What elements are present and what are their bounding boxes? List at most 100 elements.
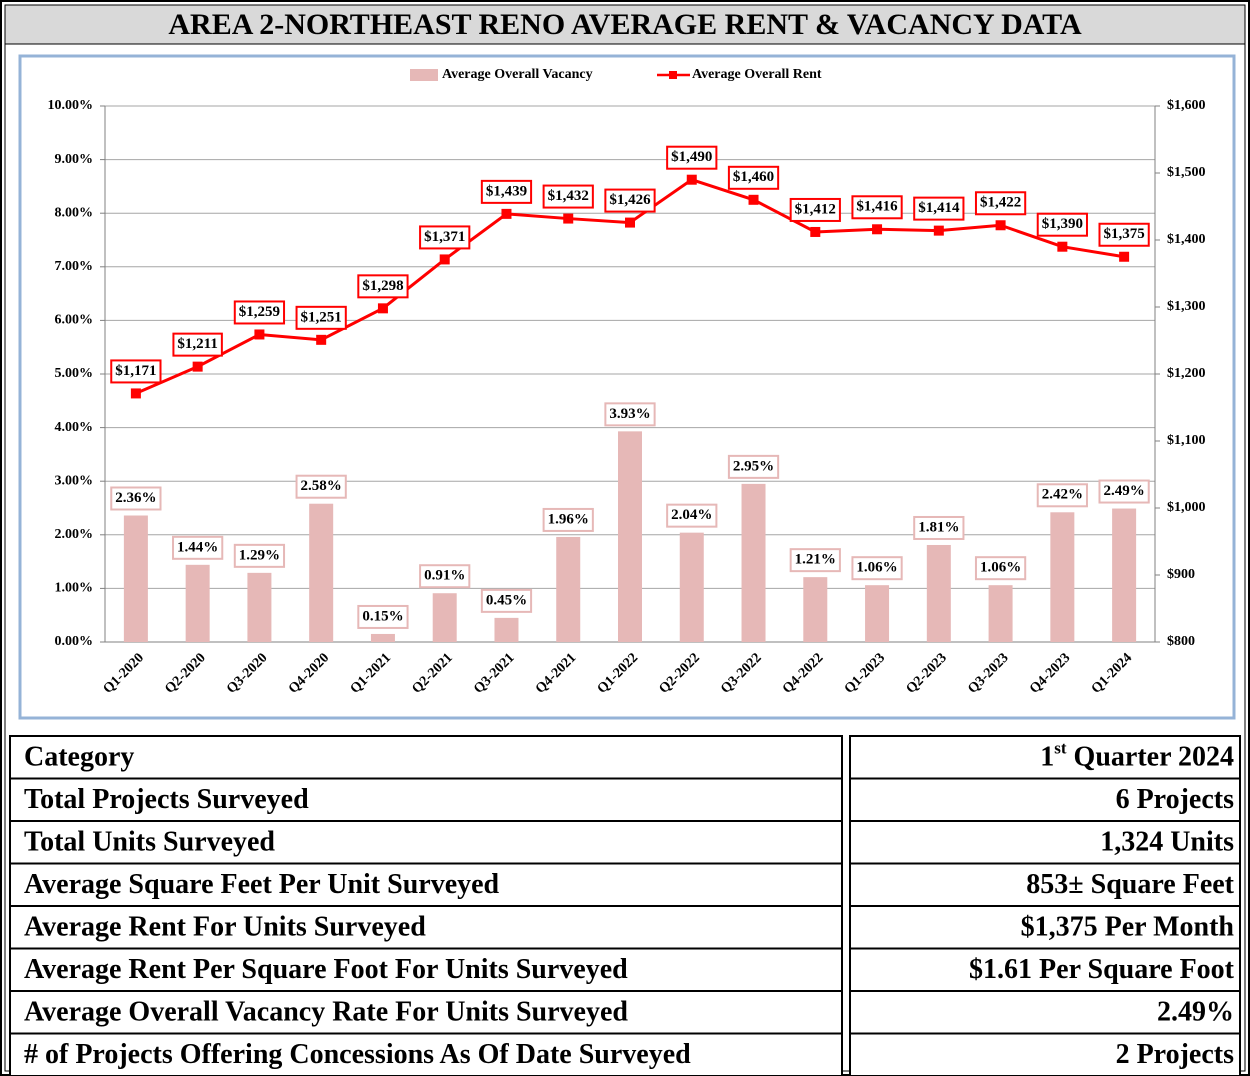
data-label-box <box>295 305 347 330</box>
table-cell <box>9 862 843 907</box>
data-label: 1.06% <box>980 560 1021 576</box>
table-cell <box>9 735 843 780</box>
y-tick-label: 0.00% <box>55 634 94 649</box>
legend-swatch <box>410 69 438 81</box>
table-value: 853± Square Feet <box>1026 869 1234 900</box>
data-label: $1,259 <box>239 304 280 320</box>
table-cell <box>849 820 1241 865</box>
data-label: 0.15% <box>362 608 403 624</box>
table-value: 1,324 Units <box>1100 827 1234 858</box>
table-value: 2 Projects <box>1116 1039 1235 1070</box>
legend-label: Average Overall Rent <box>692 67 822 82</box>
table-cell <box>9 1032 843 1076</box>
data-label: 2.42% <box>1042 487 1083 503</box>
data-label-box <box>419 564 471 589</box>
data-label-box <box>1036 212 1088 237</box>
table-value: $1,375 Per Month <box>1021 912 1235 943</box>
data-label: 0.45% <box>486 592 527 608</box>
table-value-part: 1 <box>1040 742 1054 773</box>
data-label: $1,251 <box>301 309 342 325</box>
data-label: $1,460 <box>733 169 774 185</box>
bar <box>123 515 148 642</box>
line-marker <box>810 226 821 237</box>
bar <box>370 633 395 642</box>
data-label: $1,414 <box>918 200 960 216</box>
data-label-box <box>727 454 780 479</box>
data-label-box <box>789 197 841 222</box>
data-label: $1,390 <box>1042 216 1083 232</box>
y-tick-label: 5.00% <box>55 366 94 381</box>
table-label: Total Units Surveyed <box>24 827 275 858</box>
y-tick-label: 8.00% <box>55 205 94 220</box>
table-value-part: Quarter 2024 <box>1067 742 1234 773</box>
data-label: $1,298 <box>362 278 403 294</box>
data-label: $1,426 <box>609 192 651 208</box>
table-label: Category <box>24 742 134 773</box>
table-label: Total Projects Surveyed <box>24 784 309 815</box>
line-marker <box>872 224 883 235</box>
line-marker <box>439 254 450 265</box>
table-cell <box>849 862 1241 907</box>
data-label: 1.96% <box>548 511 589 527</box>
table-value: 2.49% <box>1157 997 1234 1028</box>
data-label-box <box>172 332 223 357</box>
y-tick-label: 6.00% <box>55 313 94 328</box>
bar <box>1050 512 1075 642</box>
table-value: 1st Quarter 2024 <box>1040 739 1234 773</box>
table-cell <box>9 905 843 950</box>
data-label: $1,439 <box>486 183 527 199</box>
y-tick-label: 10.00% <box>48 98 94 113</box>
bar <box>556 536 581 642</box>
line-marker <box>316 334 327 345</box>
line-marker <box>933 225 944 236</box>
bar <box>926 544 951 642</box>
table-value: $1.61 Per Square Foot <box>969 954 1235 985</box>
data-label: 1.29% <box>239 547 280 563</box>
y-tick-label: 2.00% <box>55 527 94 542</box>
bar <box>988 585 1013 642</box>
data-label-box <box>419 225 471 250</box>
data-label-box <box>1098 222 1150 247</box>
line-marker <box>995 220 1006 231</box>
data-label-box <box>542 507 594 532</box>
data-label: $1,412 <box>795 201 836 217</box>
y-tick-label: 9.00% <box>55 152 94 167</box>
y2-tick-label: $1,100 <box>1167 433 1206 448</box>
data-label: $1,211 <box>177 336 217 352</box>
data-label: 2.36% <box>115 490 156 506</box>
data-label: $1,171 <box>115 363 156 379</box>
title-band <box>4 4 1246 45</box>
line-marker <box>563 213 574 224</box>
data-label-box <box>727 165 780 190</box>
data-label: 3.93% <box>609 406 650 422</box>
y2-tick-label: $1,200 <box>1167 366 1206 381</box>
bar <box>432 593 457 642</box>
line-marker <box>1119 251 1130 262</box>
y2-tick-label: $1,000 <box>1167 500 1206 515</box>
table-cell <box>849 905 1241 950</box>
line-marker <box>130 388 141 399</box>
table-value-part: st <box>1054 739 1067 758</box>
line-marker <box>377 303 388 314</box>
data-label: $1,416 <box>856 199 898 215</box>
table-value: 6 Projects <box>1116 784 1235 815</box>
bar <box>679 532 704 642</box>
data-label-box <box>295 474 347 499</box>
data-label: 1.81% <box>918 519 959 535</box>
legend-marker <box>669 71 677 79</box>
bar <box>309 503 334 642</box>
data-label-box <box>851 556 903 581</box>
data-label-box <box>1036 483 1088 508</box>
data-label-box <box>480 588 533 613</box>
y-tick-label: 4.00% <box>55 420 94 435</box>
data-label-box <box>789 548 841 573</box>
y-tick-label: 3.00% <box>55 473 94 488</box>
y2-tick-label: $1,400 <box>1167 232 1206 247</box>
line-marker <box>686 174 697 185</box>
data-label-box <box>110 359 162 384</box>
bar <box>1112 508 1137 642</box>
chart-title: AREA 2-NORTHEAST RENO AVERAGE RENT & VAC… <box>168 8 1082 41</box>
data-label: $1,422 <box>980 195 1021 211</box>
data-label-box <box>480 179 533 204</box>
